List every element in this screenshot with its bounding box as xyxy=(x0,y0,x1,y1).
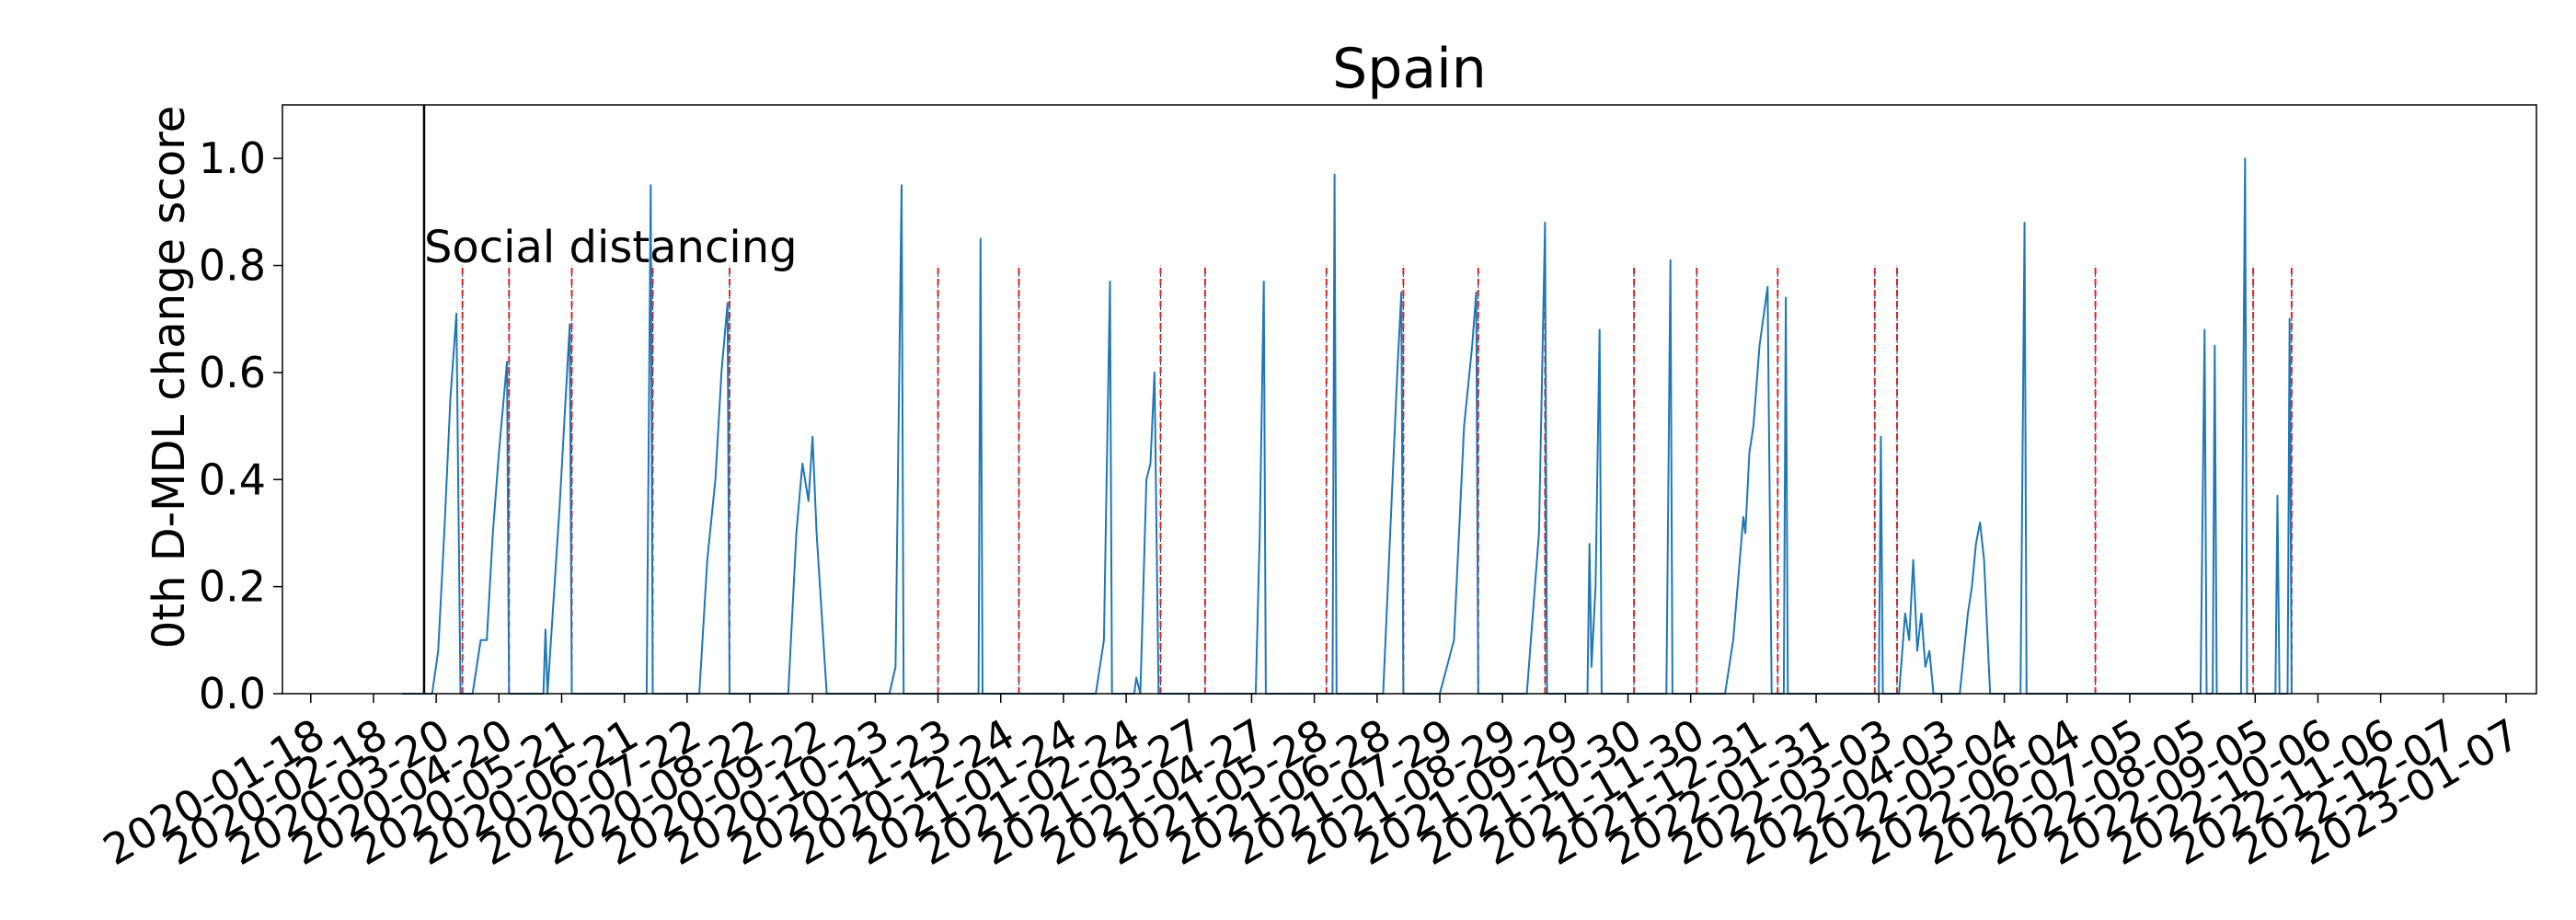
y-tick-label: 0.0 xyxy=(199,669,266,719)
alarm-lines xyxy=(461,265,2293,694)
event-label: Social distancing xyxy=(424,222,798,273)
y-ticks: 0.0 0.2 0.4 0.6 0.8 1.0 xyxy=(199,133,282,719)
chart-title: Spain xyxy=(1332,37,1487,101)
plot-frame xyxy=(282,104,2537,695)
y-axis-label: 0th D-MDL change score xyxy=(144,106,195,650)
event-layer: Social distancing xyxy=(422,105,798,694)
y-tick-label: 0.8 xyxy=(199,241,266,291)
y-tick-label: 1.0 xyxy=(199,133,266,183)
y-tick-label: 0.4 xyxy=(199,454,266,504)
x-ticks: 2020-01-182020-02-182020-03-202020-04-20… xyxy=(95,694,2528,875)
y-tick-label: 0.6 xyxy=(199,348,266,397)
y-tick-label: 0.2 xyxy=(199,562,266,612)
